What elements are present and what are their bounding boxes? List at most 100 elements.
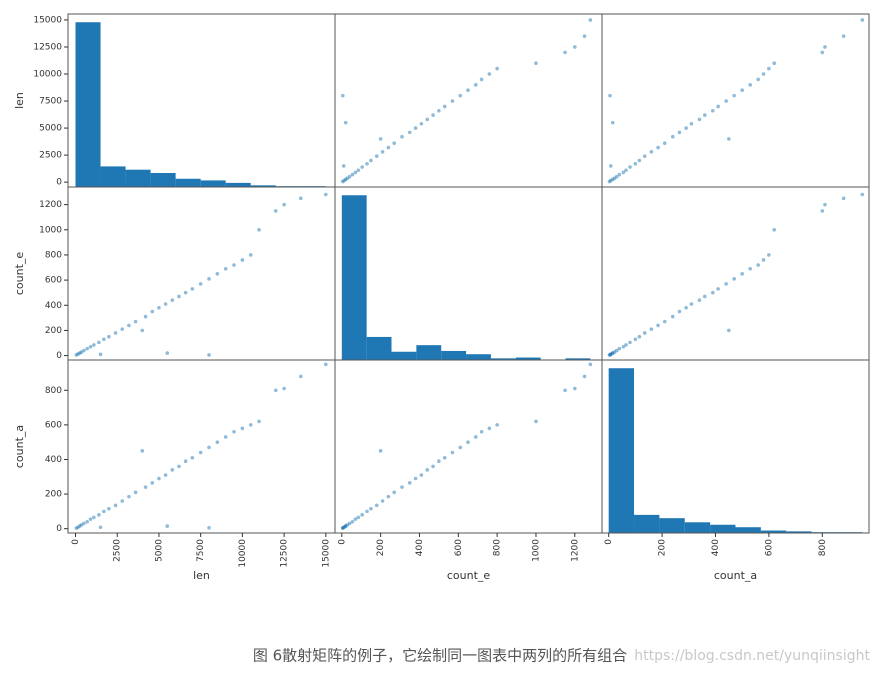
x-tick-label: 800 (493, 539, 503, 556)
scatter-point (740, 88, 744, 93)
scatter-point (248, 253, 253, 257)
panel-frame (334, 186, 603, 361)
histogram-bar (441, 350, 467, 360)
y-tick-label: 0 (56, 351, 62, 361)
y-tick-label: 0 (56, 524, 62, 534)
scatter-point (324, 362, 328, 367)
scatter-point (748, 83, 752, 87)
scatter-point (407, 481, 412, 485)
y-tick-label: 2500 (39, 151, 62, 161)
scatter-point (232, 263, 236, 267)
panel-frame (67, 186, 336, 361)
scatter-point (88, 517, 93, 521)
scatter-point (458, 93, 463, 98)
scatter-point (380, 499, 385, 503)
scatter-point (324, 192, 328, 197)
histogram-bar (490, 358, 516, 360)
scatter-point (165, 351, 170, 355)
scatter-point (400, 134, 404, 139)
scatter-point (133, 319, 138, 324)
scatter-point (215, 440, 220, 444)
scatter-point (425, 117, 430, 122)
scatter-point (413, 476, 418, 481)
scatter-point (697, 117, 702, 122)
scatter-point (107, 334, 111, 339)
scatter-point (365, 509, 369, 514)
scatter-point (656, 323, 660, 328)
scatter-point (378, 449, 383, 453)
scatter-point (689, 121, 694, 126)
y-tick-label: 800 (45, 386, 62, 396)
scatter-point (102, 509, 106, 514)
scatter-point (716, 287, 720, 291)
scatter-point (767, 66, 771, 71)
scatter-point (756, 263, 760, 267)
scatter-point (140, 449, 145, 453)
scatter-point (442, 455, 447, 460)
scatter-point (582, 374, 587, 379)
scatter-point (407, 130, 412, 135)
scatter-point (120, 327, 125, 331)
scatter-point (621, 344, 626, 349)
scatter-point (649, 150, 654, 154)
scatter-point (257, 227, 261, 232)
scatter-point (157, 305, 161, 310)
scatter-point (356, 515, 361, 520)
scatter-point (190, 287, 195, 291)
scatter-point (609, 164, 613, 168)
scatter-point (374, 154, 379, 158)
scatter-point (450, 99, 455, 103)
scatter-point (727, 137, 731, 141)
scatter-point (614, 348, 619, 353)
scatter-point (360, 165, 364, 169)
x-axis-label: count_a (714, 569, 757, 582)
scatter-point (82, 348, 86, 353)
scatter-point (177, 464, 181, 469)
scatter-point (92, 343, 96, 347)
histogram-bar (250, 185, 276, 187)
scatter-point (860, 192, 865, 197)
x-tick-label: 200 (658, 539, 668, 556)
scatter-point (642, 331, 647, 335)
scatter-point (386, 145, 391, 150)
x-tick-label: 0 (71, 539, 81, 545)
scatter-point (582, 34, 587, 38)
scatter-point (573, 386, 577, 391)
scatter-point (257, 419, 261, 424)
scatter-point (588, 18, 593, 22)
histogram-bar (100, 166, 126, 187)
panel-frame (67, 359, 336, 534)
scatter-point (495, 423, 499, 427)
scatter-point (450, 450, 455, 455)
scatter-point (350, 172, 355, 177)
scatter-point (642, 154, 647, 158)
scatter-point (298, 196, 303, 201)
panel-frame (601, 13, 870, 188)
scatter-point (534, 61, 538, 65)
x-tick-label: 600 (764, 539, 774, 556)
scatter-point (183, 290, 188, 295)
scatter-point (633, 337, 638, 342)
y-tick-label: 15000 (33, 15, 62, 25)
scatter-point (183, 459, 188, 464)
scatter-point (860, 18, 865, 22)
scatter-point (282, 202, 286, 207)
scatter-point (670, 314, 675, 319)
scatter-point (563, 388, 567, 393)
scatter-point (341, 164, 346, 168)
panel-frame (334, 359, 603, 534)
scatter-point (374, 503, 379, 508)
x-axis-label: count_e (447, 569, 491, 582)
y-axis-label: count_e (13, 252, 26, 296)
scatter-point (97, 340, 101, 345)
histogram-bar (634, 514, 660, 533)
histogram-bar (684, 522, 711, 533)
scatter-point (140, 328, 145, 333)
scatter-point (621, 170, 626, 175)
scatter-point (102, 337, 106, 342)
scatter-point (207, 353, 211, 357)
scatter-point (628, 340, 632, 345)
y-tick-label: 600 (45, 276, 62, 286)
scatter-point (588, 362, 593, 367)
